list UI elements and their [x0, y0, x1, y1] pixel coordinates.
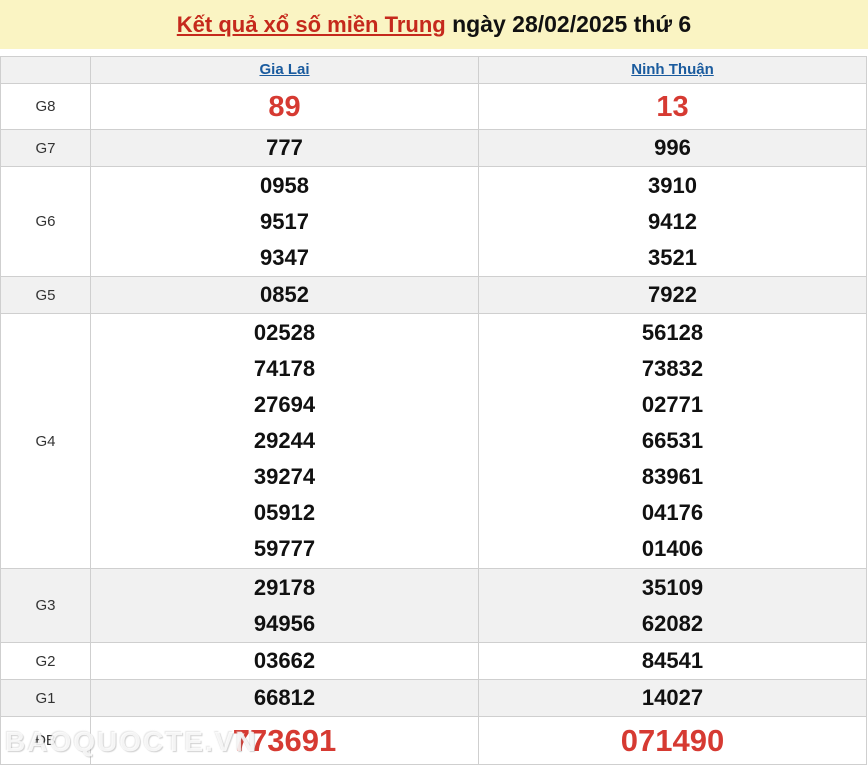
result-number: 62082 [641, 610, 704, 636]
cell-g7-gia-lai: 777 [90, 129, 479, 167]
result-number: 0958 [260, 172, 309, 198]
result-number: 02528 [253, 320, 316, 345]
result-number: 56128 [641, 320, 704, 345]
cell-g1-gia-lai: 66812 [90, 679, 479, 717]
table-row-db: ĐB 773691 071490 [0, 716, 867, 765]
result-number: 13 [656, 90, 689, 123]
result-number: 14027 [641, 685, 704, 710]
corner-cell [0, 56, 91, 84]
cell-g2-gia-lai: 03662 [90, 642, 479, 680]
prize-label-g7: G7 [0, 129, 91, 167]
result-number: 996 [654, 135, 691, 160]
table-row-g1: G1 66812 14027 [0, 679, 867, 717]
result-number: 83961 [641, 464, 704, 489]
cell-db-ninh-thuan: 071490 [478, 716, 867, 765]
result-number: 071490 [620, 722, 725, 758]
province-header-gia-lai: Gia Lai [90, 56, 479, 84]
table-row-g6: G6 0958 9517 9347 3910 9412 3521 [0, 166, 867, 277]
result-number: 89 [268, 90, 301, 123]
result-number: 35109 [641, 574, 704, 600]
cell-g3-ninh-thuan: 35109 62082 [478, 568, 867, 643]
result-number: 04176 [641, 500, 704, 525]
table-header-row: Gia Lai Ninh Thuận [0, 56, 867, 84]
cell-g4-gia-lai: 02528 74178 27694 29244 39274 05912 5977… [90, 313, 479, 569]
result-number: 39274 [253, 464, 316, 489]
cell-db-gia-lai: 773691 [90, 716, 479, 765]
table-row-g5: G5 0852 7922 [0, 276, 867, 314]
province-link-ninh-thuan[interactable]: Ninh Thuận [631, 61, 714, 78]
cell-g8-gia-lai: 89 [90, 83, 479, 130]
table-row-g7: G7 777 996 [0, 129, 867, 167]
table-row-g2: G2 03662 84541 [0, 642, 867, 680]
cell-g4-ninh-thuan: 56128 73832 02771 66531 83961 04176 0140… [478, 313, 867, 569]
table-row-g8: G8 89 13 [0, 83, 867, 130]
result-number: 9347 [260, 244, 309, 270]
cell-g8-ninh-thuan: 13 [478, 83, 867, 130]
result-number: 777 [266, 135, 303, 160]
cell-g6-ninh-thuan: 3910 9412 3521 [478, 166, 867, 277]
result-number: 01406 [641, 536, 704, 561]
result-number: 773691 [232, 722, 337, 758]
prize-label-g1: G1 [0, 679, 91, 717]
prize-label-g6: G6 [0, 166, 91, 277]
table-row-g4: G4 02528 74178 27694 29244 39274 05912 5… [0, 313, 867, 569]
result-number: 29244 [253, 428, 316, 453]
result-number: 66531 [641, 428, 704, 453]
title-link[interactable]: Kết quả xổ số miền Trung [176, 11, 446, 37]
result-number: 84541 [641, 648, 704, 673]
cell-g3-gia-lai: 29178 94956 [90, 568, 479, 643]
province-link-gia-lai[interactable]: Gia Lai [259, 61, 310, 78]
prize-label-g8: G8 [0, 83, 91, 130]
result-number: 66812 [253, 685, 316, 710]
prize-label-g4: G4 [0, 313, 91, 569]
lottery-results-table: Gia Lai Ninh Thuận G8 89 13 G7 777 996 [0, 56, 867, 765]
cell-g5-gia-lai: 0852 [90, 276, 479, 314]
result-number: 73832 [641, 356, 704, 381]
cell-g2-ninh-thuan: 84541 [478, 642, 867, 680]
result-number: 03662 [253, 648, 316, 673]
result-number: 7922 [648, 282, 697, 307]
result-number: 9517 [260, 208, 309, 234]
result-number: 74178 [253, 356, 316, 381]
title-date-text: ngày 28/02/2025 thứ 6 [445, 11, 692, 37]
table-row-g3: G3 29178 94956 35109 62082 [0, 568, 867, 643]
cell-g7-ninh-thuan: 996 [478, 129, 867, 167]
result-number: 29178 [253, 574, 316, 600]
cell-g5-ninh-thuan: 7922 [478, 276, 867, 314]
result-number: 9412 [648, 208, 697, 234]
province-header-ninh-thuan: Ninh Thuận [478, 56, 867, 84]
result-number: 3910 [648, 172, 697, 198]
cell-g6-gia-lai: 0958 9517 9347 [90, 166, 479, 277]
result-number: 3521 [648, 244, 697, 270]
prize-label-g5: G5 [0, 276, 91, 314]
result-number: 27694 [253, 392, 316, 417]
prize-label-g3: G3 [0, 568, 91, 643]
result-number: 0852 [260, 282, 309, 307]
result-number: 94956 [253, 610, 316, 636]
prize-label-db: ĐB [0, 716, 91, 765]
result-number: 02771 [641, 392, 704, 417]
prize-label-g2: G2 [0, 642, 91, 680]
result-number: 05912 [253, 500, 316, 525]
cell-g1-ninh-thuan: 14027 [478, 679, 867, 717]
result-number: 59777 [253, 536, 316, 561]
page-title: Kết quả xổ số miền Trung ngày 28/02/2025… [0, 0, 868, 49]
